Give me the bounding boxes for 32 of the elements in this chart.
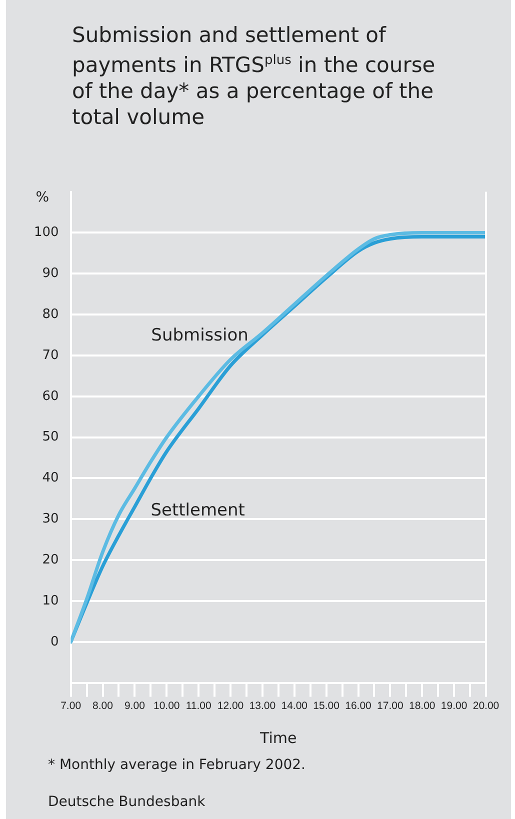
x-tick-label: 13.00 xyxy=(249,700,276,712)
x-tick-label: 15.00 xyxy=(313,700,340,712)
y-tick-label: 100 xyxy=(34,225,59,240)
x-tick-label: 9.00 xyxy=(124,700,146,712)
x-tick-label: 12.00 xyxy=(217,700,244,712)
x-tick-label: 16.00 xyxy=(345,700,372,712)
chart-title: Submission and settlement of payments in RTGS$^{plus}$ in the course of the day* as a percentage of the total volume xyxy=(72,22,436,130)
series-label: Settlement xyxy=(150,500,246,520)
x-tick-label: 14.00 xyxy=(281,700,308,712)
x-tick-label: 19.00 xyxy=(440,700,468,712)
x-tick-label: 20.00 xyxy=(472,700,500,712)
y-tick-label: 90 xyxy=(42,266,59,282)
text: * Monthly average in February 2002. xyxy=(48,757,306,773)
y-tick-label: 30 xyxy=(42,512,59,527)
x-tick-label: 17.00 xyxy=(377,700,404,712)
y-tick-label: 80 xyxy=(42,306,59,322)
x-tick-label: 10.00 xyxy=(153,700,180,712)
y-tick-label: 0 xyxy=(50,634,59,650)
y-tick-label: 50 xyxy=(42,430,59,445)
y-tick-label: 60 xyxy=(42,388,59,404)
y-axis-title: % xyxy=(36,189,50,206)
x-axis-title: Time xyxy=(259,728,297,747)
series-label: Submission xyxy=(151,325,248,346)
x-tick-label: 7.00 xyxy=(60,700,82,712)
text: Deutsche Bundesbank xyxy=(48,794,206,810)
x-tick-label: 8.00 xyxy=(92,700,114,712)
x-tick-label: 18.00 xyxy=(408,700,436,712)
y-tick-label: 70 xyxy=(42,348,59,363)
y-tick-label: 40 xyxy=(42,470,59,486)
y-tick-label: 20 xyxy=(42,552,59,568)
x-tick-label: 11.00 xyxy=(186,700,212,712)
y-tick-label: 10 xyxy=(42,593,59,608)
